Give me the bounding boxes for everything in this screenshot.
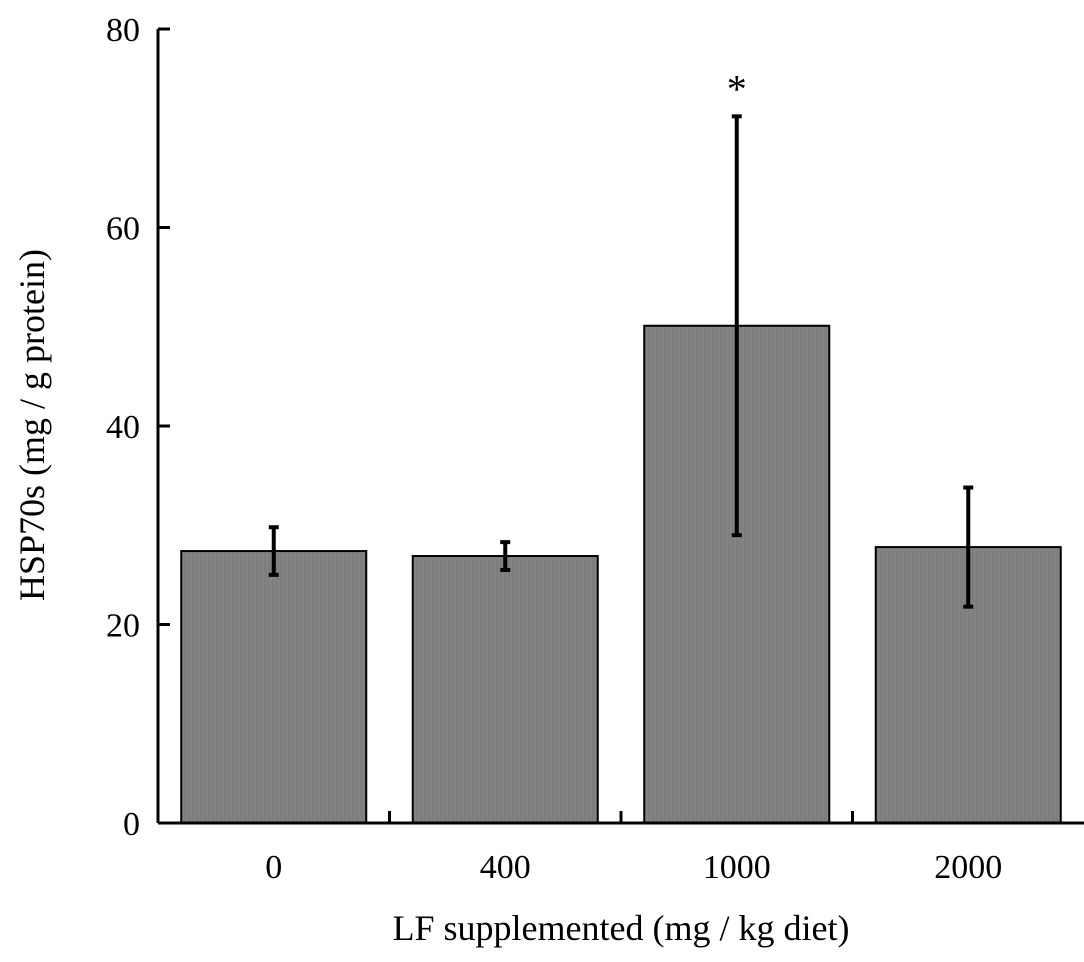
- y-tick-label: 60: [106, 211, 140, 248]
- x-tick-label: 2000: [934, 849, 1002, 886]
- y-tick-label: 80: [106, 12, 140, 49]
- bar: [180, 550, 368, 824]
- y-axis-label: HSP70s (mg / g protein): [12, 249, 52, 601]
- x-tick-label: 0: [265, 849, 282, 886]
- y-tick-label: 40: [106, 409, 140, 446]
- significance-marker: *: [727, 66, 747, 111]
- x-tick-label: 1000: [703, 849, 771, 886]
- labels-layer: LF supplemented (mg / kg diet) HSP70s (m…: [12, 12, 1002, 948]
- axes-layer: [156, 27, 1084, 825]
- x-axis-label: LF supplemented (mg / kg diet): [393, 908, 850, 948]
- x-tick-label: 400: [480, 849, 531, 886]
- error-bars-layer: [268, 114, 974, 609]
- y-tick-label: 20: [106, 608, 140, 645]
- bars-layer: [180, 324, 1062, 825]
- bar: [411, 555, 599, 825]
- y-tick-label: 0: [123, 806, 140, 843]
